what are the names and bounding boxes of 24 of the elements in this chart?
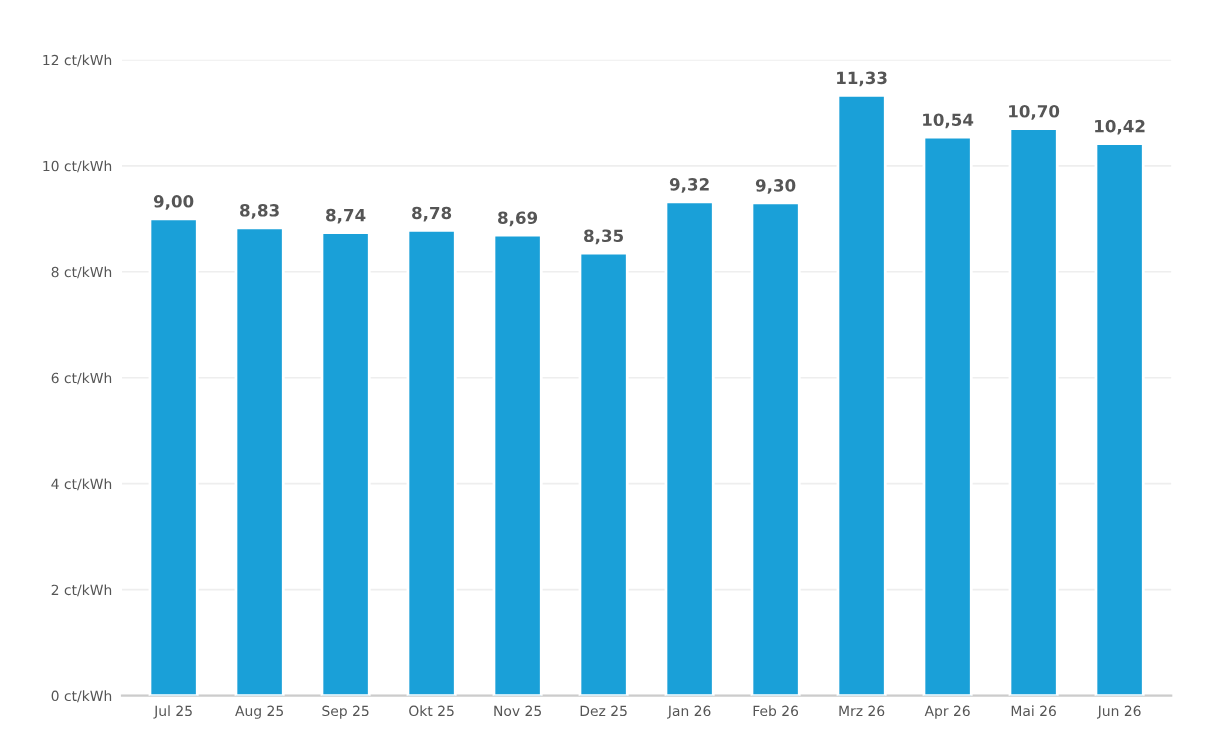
data-label: 10,42 xyxy=(1095,119,1145,135)
data-label: 9,30 xyxy=(755,179,796,194)
bar xyxy=(578,251,629,696)
bar xyxy=(148,217,199,696)
bar xyxy=(492,233,543,696)
data-label: 11,33 xyxy=(837,71,887,87)
data-label: 10,70 xyxy=(1009,104,1060,120)
bar xyxy=(234,226,285,696)
bar xyxy=(664,200,715,696)
bar xyxy=(406,229,457,696)
data-label: 8,69 xyxy=(498,211,538,227)
bar xyxy=(836,93,887,696)
bar xyxy=(1008,127,1059,696)
data-label: 9,32 xyxy=(669,178,709,193)
data-label: 8,74 xyxy=(326,208,366,224)
bar xyxy=(922,135,973,696)
data-label: 8,83 xyxy=(240,204,279,219)
bar xyxy=(1094,142,1145,696)
bar xyxy=(320,231,371,696)
bar xyxy=(750,201,801,696)
data-label: 9,00 xyxy=(153,195,194,210)
data-label: 8,35 xyxy=(584,229,623,245)
data-label: 8,78 xyxy=(412,206,452,222)
data-label: 10,54 xyxy=(923,113,974,129)
